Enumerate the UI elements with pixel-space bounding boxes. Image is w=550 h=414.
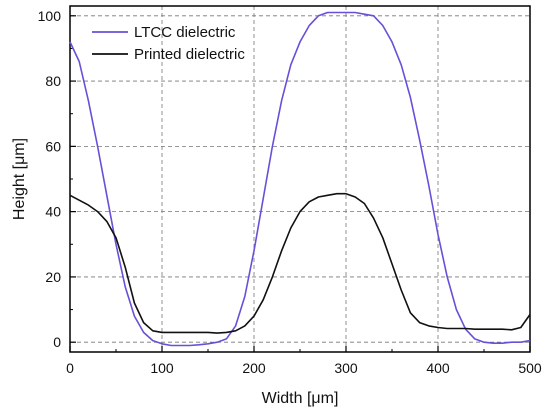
- y-tick-label: 20: [45, 269, 61, 285]
- series-lines: [69, 11, 531, 347]
- y-axis-title: Height [μm]: [11, 138, 28, 220]
- legend-label: Printed dielectric: [134, 46, 245, 63]
- legend: LTCC dielectric Printed dielectric: [92, 24, 245, 63]
- y-tick-label: 80: [45, 73, 61, 89]
- y-tick-label: 40: [45, 204, 61, 220]
- x-tick-label: 200: [242, 360, 266, 376]
- y-tick-label: 100: [38, 8, 62, 24]
- x-tick-label: 400: [426, 360, 450, 376]
- series-line: [69, 11, 531, 347]
- axis-ticks: 0 100 200 300 400 500 0 20 40 60 80 100: [38, 8, 542, 376]
- x-axis-title: Width [μm]: [262, 390, 339, 407]
- x-tick-label: 100: [150, 360, 174, 376]
- x-tick-label: 300: [334, 360, 358, 376]
- grid: [70, 6, 530, 352]
- y-tick-label: 0: [53, 334, 61, 350]
- legend-label: LTCC dielectric: [134, 24, 236, 41]
- y-tick-label: 60: [45, 138, 61, 154]
- series-line: [69, 192, 531, 334]
- x-tick-label: 500: [518, 360, 542, 376]
- x-tick-label: 0: [66, 360, 74, 376]
